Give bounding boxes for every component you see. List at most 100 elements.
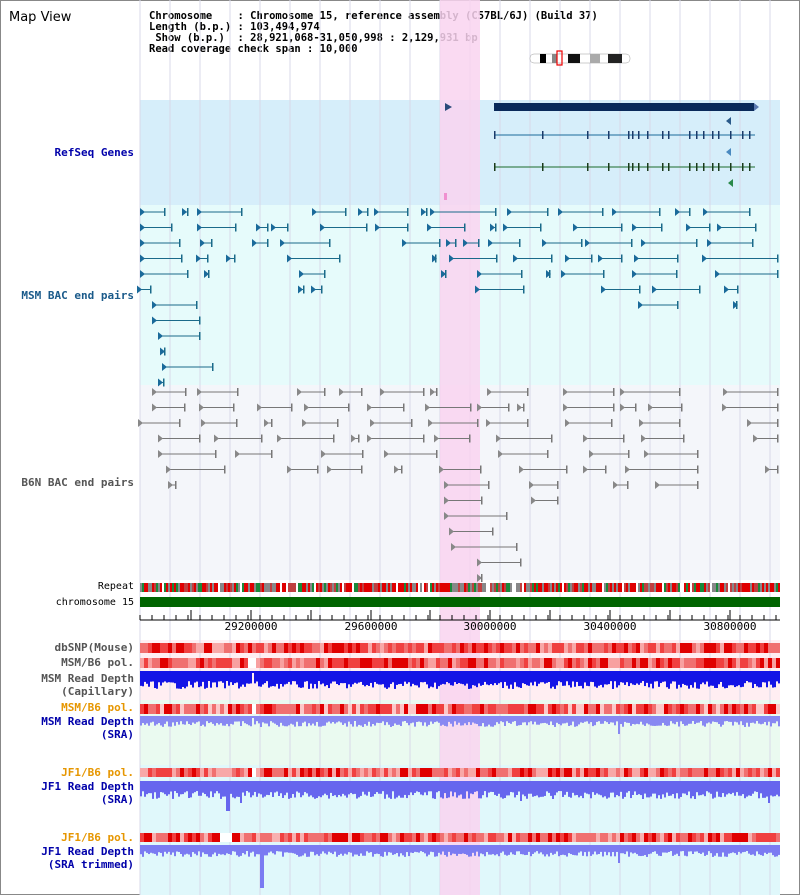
heat-cell xyxy=(508,658,512,668)
depth-bar xyxy=(636,845,638,855)
heat-cell xyxy=(640,833,644,842)
heat-cell xyxy=(240,643,244,653)
depth-bar xyxy=(612,671,614,689)
b6n-end xyxy=(635,403,637,412)
heat-cell xyxy=(340,833,344,842)
depth-bar xyxy=(296,671,298,685)
track-label-jf1-pol[interactable]: JF1/B6 pol. xyxy=(61,766,134,779)
heat-cell xyxy=(296,833,300,842)
b6n-bac-end-pairs[interactable] xyxy=(138,388,779,582)
depth-bar xyxy=(642,781,644,799)
repeat-element xyxy=(206,583,208,592)
depth-bar xyxy=(452,671,454,686)
depth-bar xyxy=(462,671,464,685)
repeat-element xyxy=(306,583,308,592)
depth-bar xyxy=(756,845,758,852)
msm-end xyxy=(652,285,657,294)
chromosome-bar[interactable] xyxy=(140,597,780,607)
track-label-dbsnp[interactable]: dbSNP(Mouse) xyxy=(54,641,134,654)
depth-bar xyxy=(490,671,492,684)
heat-cell xyxy=(596,643,600,653)
track-label-msm-pol-sra[interactable]: MSM/B6 pol. xyxy=(61,701,134,714)
depth-bar xyxy=(376,716,378,723)
heat-cell xyxy=(320,658,324,668)
heat-cell xyxy=(656,643,660,653)
heat-cell xyxy=(708,768,712,777)
repeat-element xyxy=(666,583,668,592)
depth-bar xyxy=(614,671,616,682)
heat-cell xyxy=(400,643,404,653)
depth-bar xyxy=(346,845,348,855)
heat-cell xyxy=(604,833,608,842)
depth-bar xyxy=(298,845,300,857)
depth-bar xyxy=(724,781,726,797)
repeat-element xyxy=(480,583,482,592)
repeat-element xyxy=(392,583,394,592)
exon xyxy=(608,163,610,171)
track-label-jf1-pol-trimmed[interactable]: JF1/B6 pol. xyxy=(61,831,134,844)
selected-region-highlight[interactable] xyxy=(440,0,480,895)
repeat-element xyxy=(250,583,252,592)
heat-cell xyxy=(360,658,364,668)
msm-end xyxy=(632,270,637,278)
heat-cell xyxy=(296,658,300,668)
track-label-chromosome[interactable]: chromosome 15 xyxy=(55,597,134,608)
read-depth-tracks[interactable] xyxy=(140,671,780,888)
heat-cell xyxy=(772,658,776,668)
repeat-track[interactable] xyxy=(140,583,780,592)
heat-cell xyxy=(652,658,656,668)
depth-bar xyxy=(700,781,702,796)
repeat-element xyxy=(222,583,224,592)
depth-bar xyxy=(374,845,376,855)
track-label-b6n-bac[interactable]: B6N BAC end pairs xyxy=(21,476,134,489)
track-label-jf1-depth[interactable]: JF1 Read Depth (SRA) xyxy=(0,780,134,806)
polymorphism-heat-tracks[interactable] xyxy=(140,643,780,842)
track-label-msm-pol[interactable]: MSM/B6 pol. xyxy=(61,656,134,669)
b6n-end xyxy=(508,403,510,412)
heat-cell xyxy=(192,704,196,714)
track-label-msm-bac[interactable]: MSM BAC end pairs xyxy=(21,289,134,302)
depth-bar xyxy=(436,781,438,793)
msm-bac-end-pairs[interactable] xyxy=(137,208,779,387)
track-label-msm-depth-sra[interactable]: MSM Read Depth (SRA) xyxy=(0,715,134,741)
heat-cell xyxy=(504,704,508,714)
msm-end xyxy=(496,254,498,263)
heat-cell xyxy=(632,658,636,668)
axis-tick-label: 29200000 xyxy=(225,620,278,633)
chromosome-ideogram[interactable] xyxy=(529,50,631,66)
heat-cell xyxy=(148,704,152,714)
depth-bar xyxy=(756,781,758,792)
heat-cell xyxy=(752,643,756,653)
depth-bar xyxy=(242,781,244,793)
heat-cell xyxy=(448,833,452,842)
b6n-end xyxy=(436,388,438,396)
track-label-msm-depth-capillary[interactable]: MSM Read Depth (Capillary) xyxy=(0,672,134,698)
repeat-element xyxy=(522,583,524,592)
heat-cell xyxy=(488,643,492,653)
track-label-refseq[interactable]: RefSeq Genes xyxy=(54,146,134,159)
track-label-jf1-depth-trimmed[interactable]: JF1 Read Depth (SRA trimmed) xyxy=(0,845,134,871)
track-label-repeat[interactable]: Repeat xyxy=(97,581,134,592)
repeat-element xyxy=(146,583,148,592)
depth-bar xyxy=(406,671,408,684)
heat-cell xyxy=(368,704,372,714)
depth-bar xyxy=(512,845,514,855)
depth-bar xyxy=(602,781,604,798)
repeat-element xyxy=(574,583,576,592)
depth-bar xyxy=(390,781,392,799)
depth-bar xyxy=(620,716,622,725)
repeat-element xyxy=(668,583,670,592)
heat-cell xyxy=(272,643,276,653)
b6n-end xyxy=(367,403,372,412)
depth-bar xyxy=(476,845,478,852)
depth-bar xyxy=(634,671,636,686)
heat-cell xyxy=(740,768,744,777)
heat-cell xyxy=(216,658,220,668)
heat-cell xyxy=(304,704,308,714)
depth-bar xyxy=(326,781,328,796)
heat-cell xyxy=(472,658,476,668)
heat-cell xyxy=(744,833,748,842)
repeat-element xyxy=(510,583,512,592)
msm-end xyxy=(449,254,454,263)
refseq-genes[interactable] xyxy=(444,103,759,200)
